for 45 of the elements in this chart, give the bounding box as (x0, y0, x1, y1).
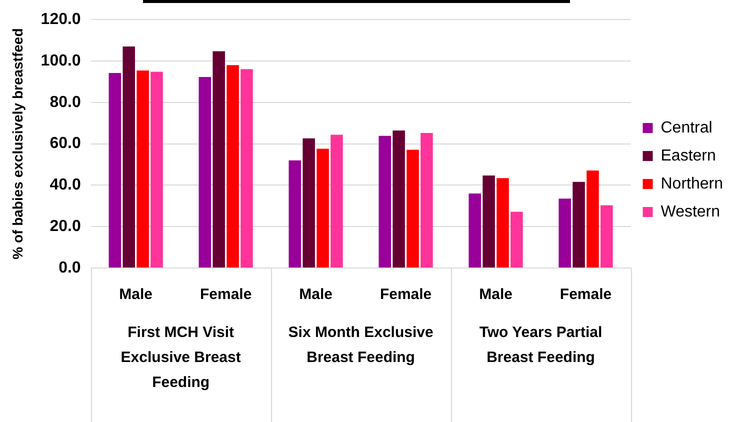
bar (302, 138, 315, 268)
bar (586, 170, 599, 268)
bar (496, 178, 509, 268)
y-tick-label: 60.0 (50, 135, 81, 152)
bar (240, 69, 253, 268)
bar (226, 65, 239, 268)
bar (406, 150, 419, 268)
bar (468, 193, 481, 268)
y-tick-label: 20.0 (50, 218, 81, 236)
y-tick-label: 100.0 (40, 52, 81, 70)
bar (198, 76, 212, 268)
x-tick-label: Female (560, 286, 612, 304)
x-tick-label: Male (299, 286, 332, 304)
y-tick-label: 40.0 (50, 176, 81, 194)
bar (378, 136, 392, 268)
x-tick-label: Male (479, 286, 512, 304)
bar (150, 72, 163, 268)
text: Six Month Exclusive Breast Feeding (288, 324, 434, 366)
bar (108, 73, 122, 268)
legend-label: Central (660, 119, 712, 136)
bar (212, 51, 225, 268)
legend-label: Northern (660, 175, 723, 192)
bar (572, 182, 585, 268)
bar (420, 133, 433, 268)
bar (316, 148, 329, 268)
y-tick-label: 80.0 (50, 94, 81, 111)
x-tick-label: Female (380, 286, 432, 304)
text: Two Years Partial Breast Feeding (479, 324, 602, 366)
bar (288, 160, 302, 268)
bar (122, 46, 135, 268)
bar (392, 130, 405, 268)
bar (510, 212, 523, 268)
bar (330, 134, 343, 268)
y-axis-title: % of babies exclusively breastfeed (9, 28, 26, 260)
legend-label: Western (660, 203, 720, 220)
legend-label: Eastern (660, 147, 716, 164)
y-tick-label: 0.0 (58, 259, 81, 276)
y-tick-label: 120.0 (40, 11, 81, 28)
bar (482, 175, 495, 268)
x-tick-label: Male (119, 286, 153, 304)
bar (600, 205, 613, 268)
bar (136, 70, 149, 268)
text: First MCH Visit Exclusive Breast Feeding (120, 324, 241, 392)
bar (558, 198, 571, 268)
x-tick-label: Female (200, 286, 252, 304)
